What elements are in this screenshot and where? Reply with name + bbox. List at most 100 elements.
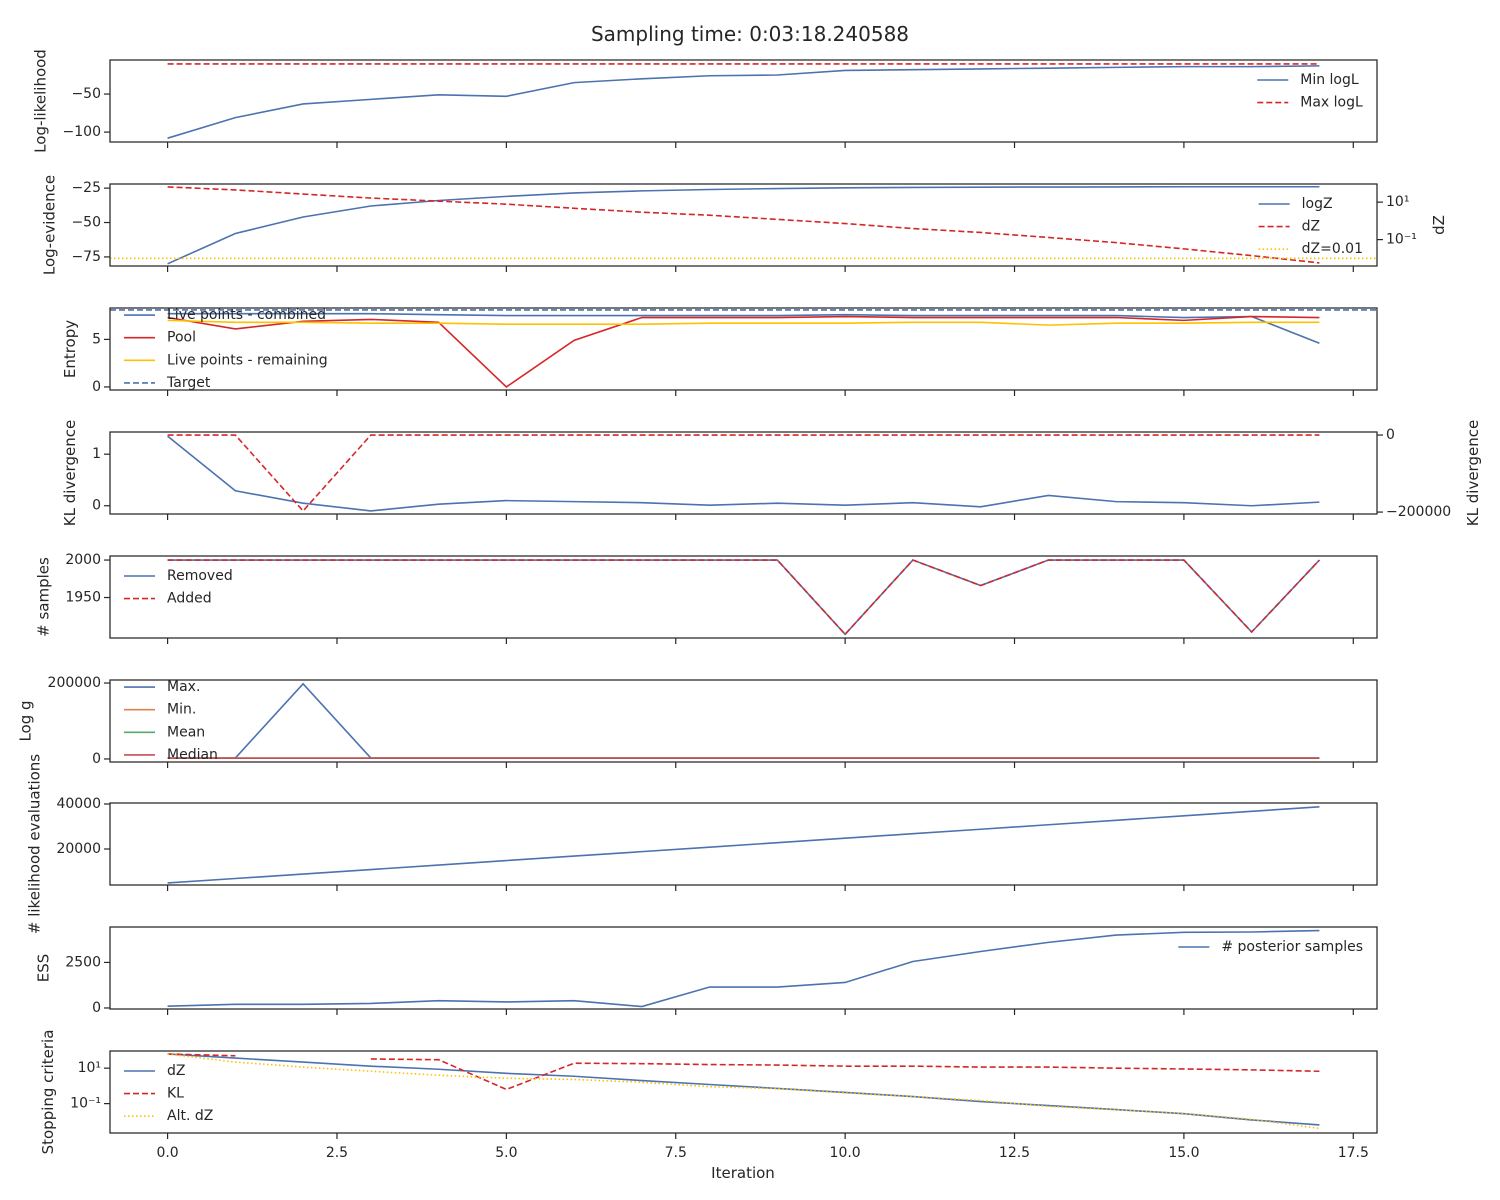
plot-area (167, 63, 1320, 139)
legend-label: KL (167, 1086, 184, 1102)
legend-label: Min logL (1300, 72, 1359, 88)
y-tick-label: −25 (71, 180, 101, 196)
legend: # posterior samples (1178, 939, 1363, 955)
series-line (167, 434, 1320, 513)
legend: Max. Min. Mean Median (124, 679, 218, 763)
x-tick-label: 5.0 (495, 1145, 517, 1161)
legend: dZ KL Alt. dZ (124, 1063, 213, 1124)
legend-label: Removed (167, 568, 233, 584)
y2-tick-label: 10⁻¹ (1386, 232, 1417, 248)
legend: Min logL Max logL (1257, 72, 1363, 111)
y2-tick-label: −200000 (1386, 504, 1451, 520)
y-tick-label: 200000 (48, 675, 101, 691)
legend-label: Target (166, 375, 211, 391)
series-line (167, 319, 1320, 326)
series-line (167, 559, 1320, 636)
series-line (167, 65, 1320, 139)
plot-area (167, 1053, 1320, 1130)
y-axis-label: Entropy (61, 320, 79, 378)
y-axis-label: KL divergence (61, 420, 79, 526)
legend-label: dZ=0.01 (1302, 241, 1363, 257)
plot-area (167, 559, 1320, 636)
axes-frame (109, 431, 1378, 515)
series-line (167, 185, 1320, 265)
y2-axis-label: dZ (1430, 215, 1448, 235)
legend-label: Live points - combined (167, 307, 326, 323)
legend-label: dZ (1302, 219, 1320, 235)
y-axis-label: ESS (34, 954, 52, 983)
y-tick-label: −50 (71, 215, 101, 231)
legend-label: dZ (167, 1063, 185, 1079)
y-axis-label: Log-likelihood (32, 49, 50, 153)
axes-frame (109, 1050, 1378, 1134)
plot-area (167, 806, 1320, 884)
series-line (167, 929, 1320, 1008)
y-tick-label: 40000 (56, 796, 101, 812)
axes-frame (109, 802, 1378, 886)
plot-area (110, 185, 1377, 265)
x-axis-label: Iteration (711, 1164, 775, 1182)
y-tick-label: 0 (92, 1000, 101, 1016)
y-tick-label: 0 (92, 751, 101, 767)
x-tick-label: 0.0 (156, 1145, 178, 1161)
legend: logZ dZ dZ=0.01 (1258, 196, 1363, 257)
axes-frame (109, 183, 1378, 267)
legend-label: Added (167, 591, 212, 607)
series-line (167, 1053, 1320, 1130)
y2-axis-label: KL divergence (1464, 420, 1482, 526)
x-tick-label: 15.0 (1168, 1145, 1199, 1161)
x-tick-label: 7.5 (665, 1145, 687, 1161)
y-tick-label: 1950 (65, 590, 101, 606)
series-line (167, 186, 1320, 264)
series-line (167, 435, 1320, 512)
legend-label: Mean (167, 724, 205, 740)
legend-label: Max logL (1300, 95, 1363, 111)
x-tick-label: 10.0 (830, 1145, 861, 1161)
series-line (167, 682, 1320, 759)
y-tick-label: 20000 (56, 841, 101, 857)
y-tick-label: 0 (92, 379, 101, 395)
legend-label: Live points - remaining (167, 352, 328, 368)
plot-area (110, 309, 1377, 388)
axes-frame (109, 926, 1378, 1010)
legend-label: logZ (1302, 196, 1333, 212)
series-line (167, 559, 1320, 636)
axes-frame (109, 59, 1378, 143)
y-tick-label: −50 (71, 86, 101, 102)
legend-label: Min. (167, 702, 196, 718)
plot-area (167, 682, 1320, 760)
x-tick-label: 2.5 (326, 1145, 348, 1161)
axes-frame (109, 555, 1378, 639)
y-axis-label: Stopping criteria (39, 1030, 57, 1155)
legend-label: # posterior samples (1221, 939, 1363, 955)
y-tick-label: −75 (71, 249, 101, 265)
y-tick-label: −100 (63, 124, 101, 140)
y-axis-label: # likelihood evaluations (25, 754, 43, 934)
y-axis-label: Log g (17, 700, 35, 741)
series-line (167, 1053, 1320, 1126)
y-tick-label: 10⁻¹ (70, 1096, 101, 1112)
series-line (167, 312, 1320, 344)
legend-label: Alt. dZ (167, 1108, 213, 1124)
x-tick-label: 12.5 (999, 1145, 1030, 1161)
y2-tick-label: 0 (1386, 427, 1395, 443)
y-tick-label: 1 (92, 446, 101, 462)
plot-area (167, 929, 1320, 1008)
y-tick-label: 0 (92, 498, 101, 514)
axes-frame (109, 307, 1378, 391)
y-tick-label: 10¹ (78, 1060, 101, 1076)
y-tick-label: 5 (92, 331, 101, 347)
y-axis-label: Log-evidence (40, 175, 58, 275)
legend-label: Max. (167, 679, 200, 695)
series-line (167, 315, 1320, 388)
figure-title: Sampling time: 0:03:18.240588 (591, 22, 909, 46)
y-tick-label: 2000 (65, 552, 101, 568)
y-axis-label: # samples (34, 557, 52, 637)
legend-label: Median (167, 747, 218, 763)
legend-label: Pool (167, 330, 196, 346)
y-tick-label: 2500 (65, 954, 101, 970)
legend: Removed Added (124, 568, 233, 607)
x-tick-label: 17.5 (1338, 1145, 1369, 1161)
plot-area (167, 434, 1320, 513)
